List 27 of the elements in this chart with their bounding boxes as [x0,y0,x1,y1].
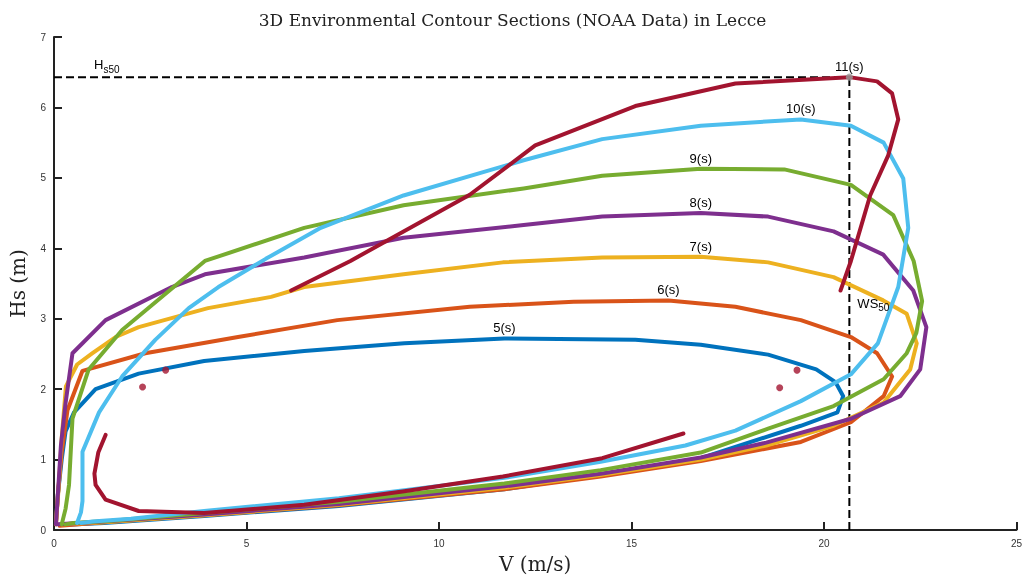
point [162,366,170,374]
point [776,384,784,392]
chart-title: 3D Environmental Contour Sections (NOAA Data) in Lecce [258,9,767,30]
series-label: 10(s) [786,101,816,117]
y-tick-label: 3 [40,313,47,325]
y-tick-label: 5 [40,172,47,184]
x-tick-label: 20 [818,537,830,549]
y-tick-label: 6 [40,101,47,113]
x-tick-label: 5 [243,537,250,549]
y-tick-label: 4 [40,242,47,254]
y-axis-title: Hs (m) [6,249,30,318]
y-tick-label: 2 [40,383,47,395]
series-label: 11(s) [835,59,864,75]
y-tick-label: 1 [40,454,47,466]
point [139,383,147,391]
x-tick-label: 25 [1010,537,1023,549]
y-tick-label: 7 [40,31,47,43]
x-tick-label: 0 [51,537,58,549]
series-label: 7(s) [689,238,712,254]
series-label: 5(s) [493,320,516,336]
series-label: 9(s) [689,150,712,166]
y-tick-label: 0 [40,524,47,536]
x-tick-label: 10 [433,537,445,549]
series-label: 6(s) [657,282,680,298]
x-tick-label: 15 [625,537,638,549]
series-label: 8(s) [689,195,712,211]
x-axis-title: V (m/s) [498,552,572,576]
